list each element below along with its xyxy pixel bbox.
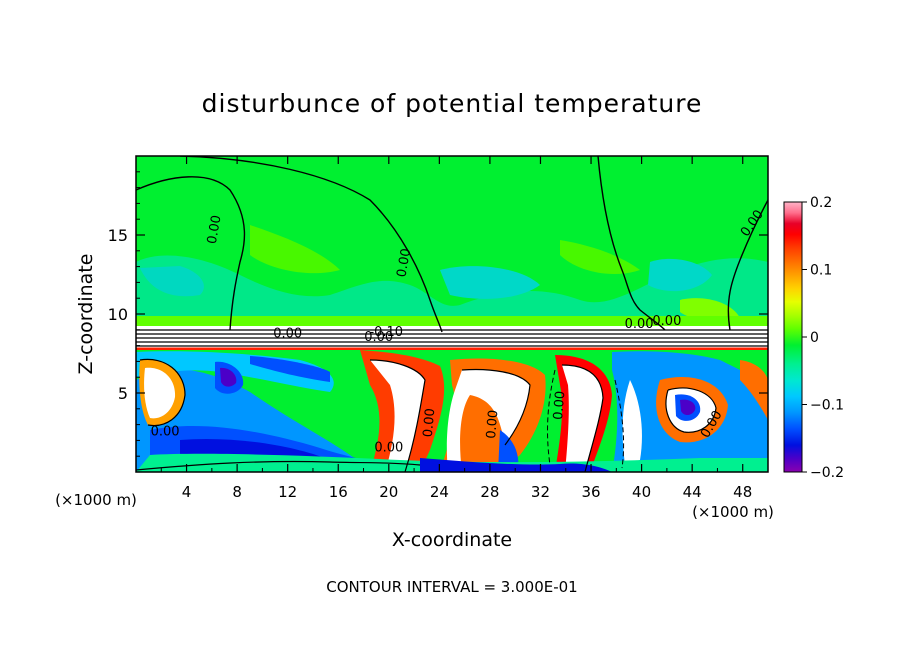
x-axis: 4 8 12 16 20 24 28 32 36 40 44 48 [160, 156, 752, 501]
x-tick-label: 12 [278, 483, 297, 501]
contour-labels: 0.000.000.000.000.000.000.000.00 0.000.00… [151, 207, 767, 455]
x-tick-label: 16 [329, 483, 348, 501]
contour-label: 0.00 [151, 425, 180, 440]
contour-line [369, 359, 426, 472]
contour-line [597, 156, 666, 331]
x-tick-label: 44 [683, 483, 702, 501]
contour-line [139, 358, 186, 427]
contour-line [179, 156, 443, 333]
x-tick-label: 24 [430, 483, 449, 501]
contour-line [561, 364, 604, 472]
x-axis-unit-left: (×1000 m) [55, 491, 137, 509]
contour-label: 0.00 [484, 409, 501, 439]
plot-area [136, 156, 768, 472]
y-axis: 5 10 15 [108, 171, 768, 457]
contour-label: 0.00 [374, 440, 403, 455]
x-tick-label: 8 [232, 483, 242, 501]
contour-line [136, 460, 421, 471]
colorbar-ticks: 0.2 0.1 0 −0.1 −0.2 [802, 195, 844, 481]
colorbar-tick-label: −0.2 [810, 465, 844, 481]
contour-label: -0.10 [369, 325, 403, 340]
contour-label: 0.00 [625, 317, 654, 332]
x-tick-label: 48 [733, 483, 752, 501]
contour-interval-note: CONTOUR INTERVAL = 3.000E-01 [326, 578, 577, 596]
colorbar-tick-label: −0.1 [810, 398, 844, 414]
contour-label: 0.00 [394, 247, 414, 278]
contour-label: 0.00 [205, 214, 225, 245]
contour-label: 0.00 [652, 314, 681, 329]
x-axis-unit-right: (×1000 m) [692, 503, 774, 521]
x-tick-label: 36 [581, 483, 600, 501]
contour-line [461, 368, 531, 446]
contour-label: 0.00 [551, 390, 568, 420]
x-tick-label: 20 [379, 483, 398, 501]
contour-line [614, 379, 625, 469]
y-tick-label: 10 [108, 305, 128, 324]
y-tick-label: 5 [118, 384, 128, 403]
colorbar-tick-label: 0.1 [810, 263, 832, 279]
colorbar [783, 201, 803, 473]
colorbar-tick-label: 0 [810, 330, 819, 346]
chart-title: disturbunce of potential temperature [202, 89, 703, 118]
y-axis-label: Z-coordinate [75, 254, 97, 375]
x-tick-label: 4 [182, 483, 192, 501]
contour-line [665, 387, 717, 433]
contour-line [547, 369, 556, 466]
y-tick-label: 15 [108, 226, 128, 245]
x-axis-label: X-coordinate [392, 529, 512, 551]
contour-line [727, 199, 768, 331]
x-tick-label: 32 [531, 483, 550, 501]
x-tick-label: 28 [480, 483, 499, 501]
contour-label: 0.00 [273, 327, 302, 342]
contour-label: 0.00 [421, 408, 438, 438]
contour-label: 0.00 [364, 330, 393, 345]
contour-line [136, 176, 246, 331]
colorbar-tick-label: 0.2 [810, 195, 832, 211]
x-tick-label: 40 [632, 483, 651, 501]
